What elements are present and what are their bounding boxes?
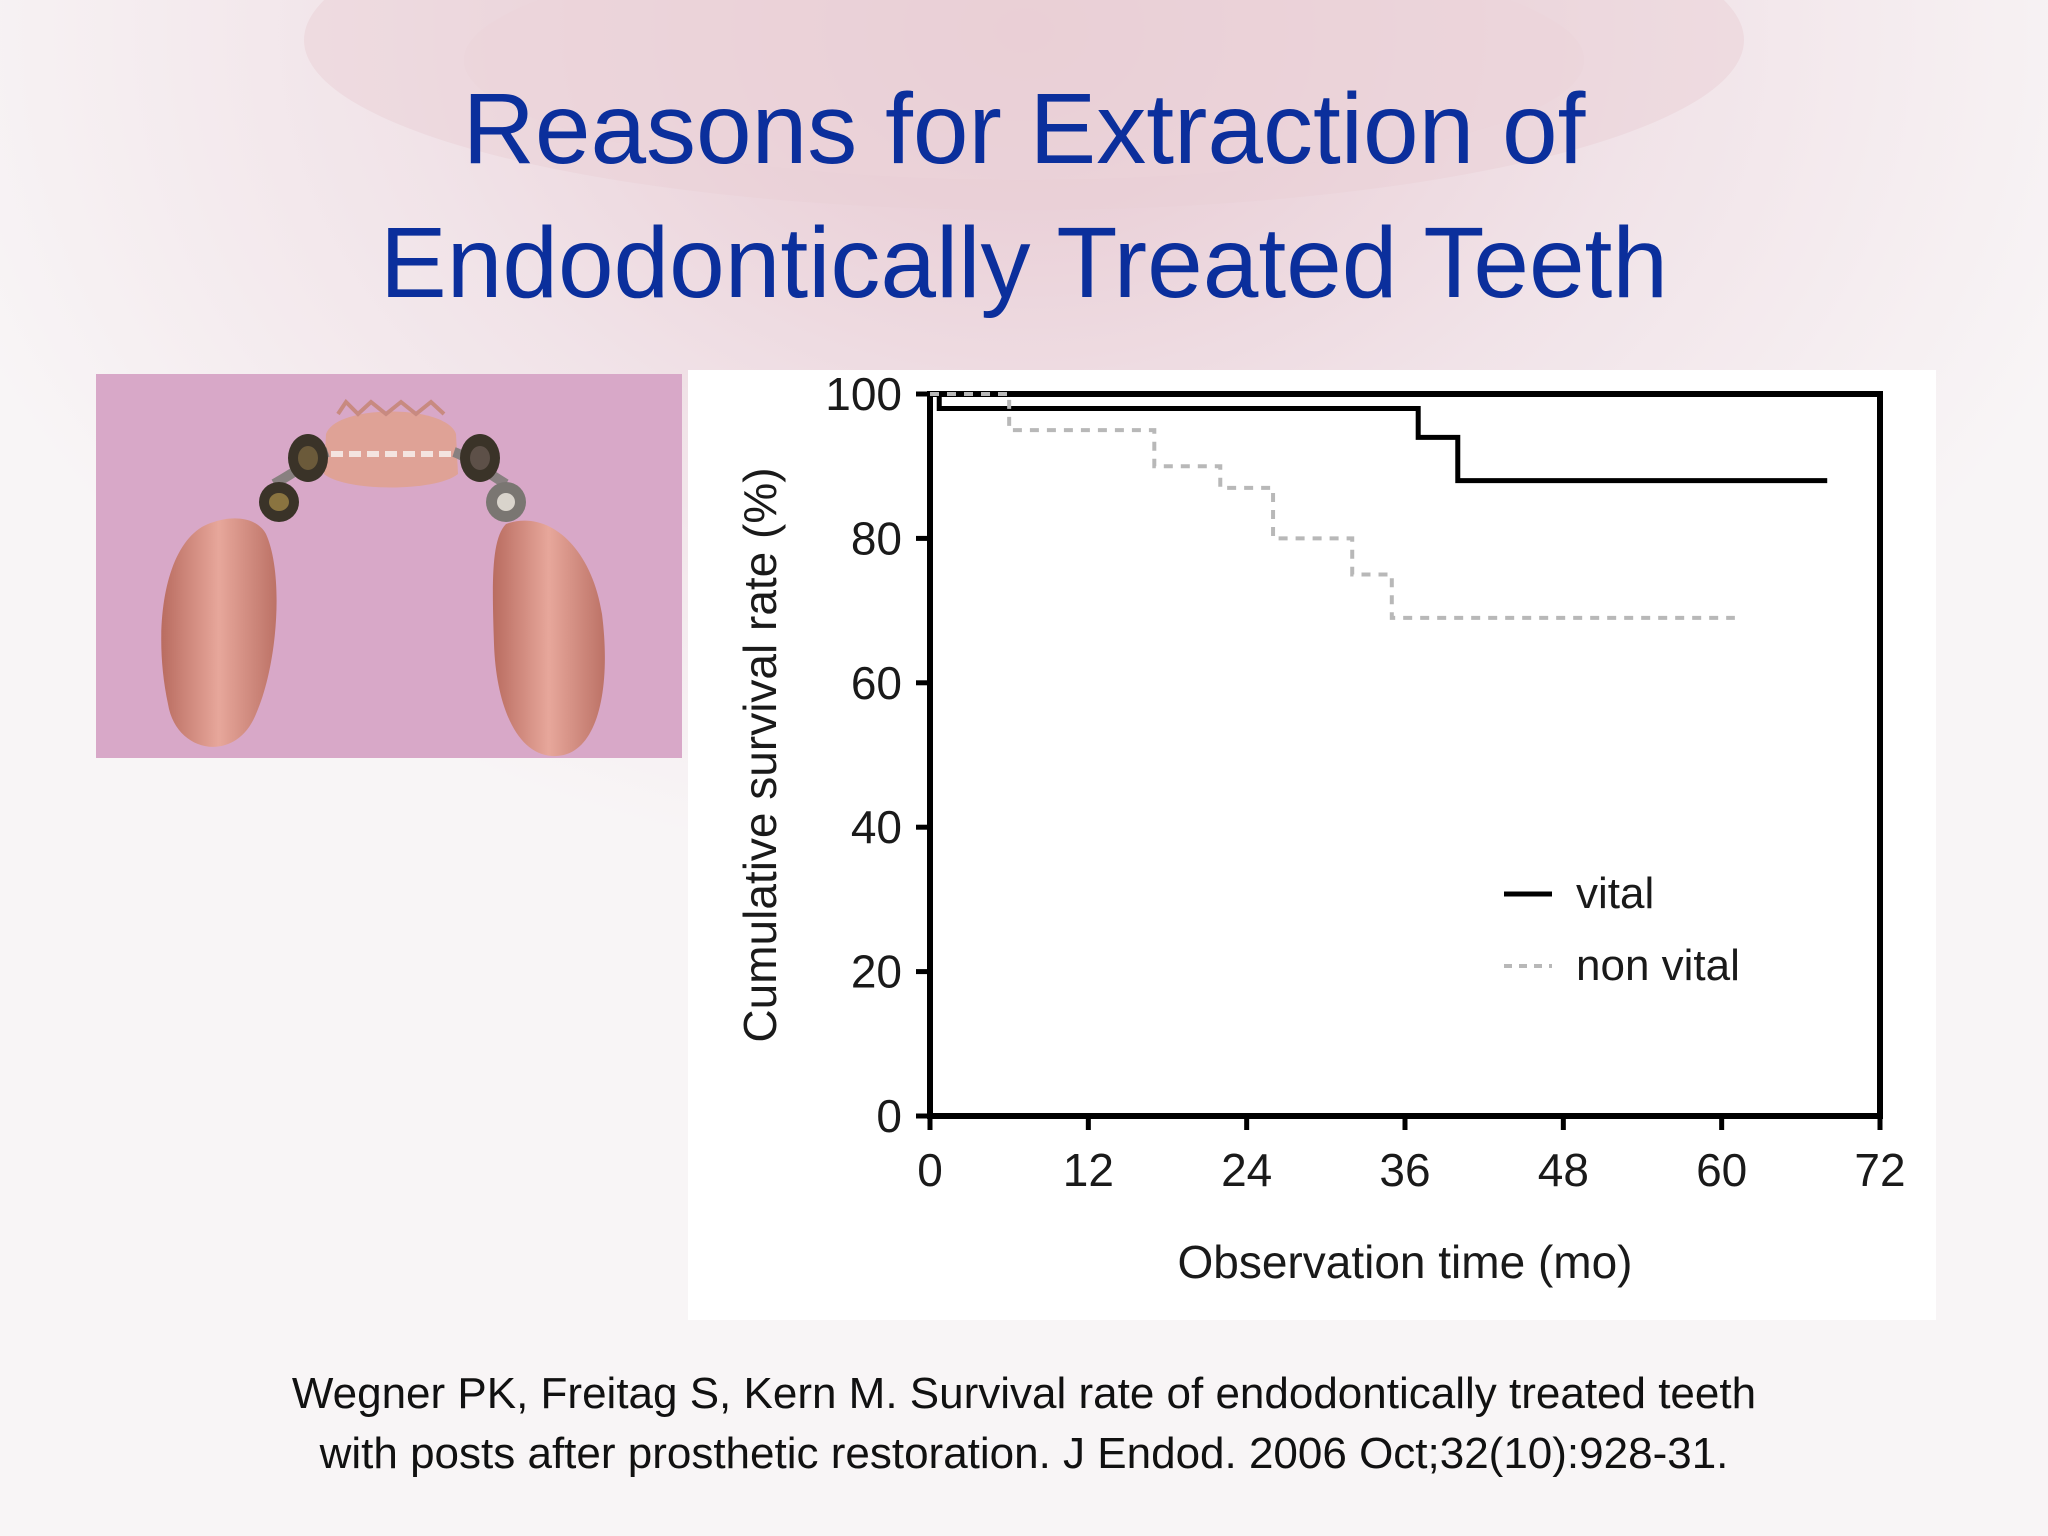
x-tick-label: 36 [1379,1144,1430,1196]
y-tick-label: 40 [851,801,902,853]
y-tick-label: 80 [851,512,902,564]
x-tick-label: 12 [1063,1144,1114,1196]
y-tick-label: 100 [825,370,902,420]
y-tick-label: 20 [851,946,902,998]
slide-title-line-1: Reasons for Extraction of [462,73,1586,185]
y-axis-label: Cumulative survival rate (%) [734,467,786,1042]
series-layer [930,391,1828,620]
survival-chart: 0 12 24 36 48 60 72 0 20 40 60 80 100 Observation ti… [688,370,1936,1320]
denture-photo [96,374,682,758]
x-axis-label: Observation time (mo) [1177,1236,1632,1288]
y-tick-label: 0 [876,1090,902,1142]
x-tick-label: 24 [1221,1144,1272,1196]
x-tick-label: 72 [1854,1144,1905,1196]
citation-line-2: with posts after prosthetic restoration.… [319,1429,1729,1478]
y-tick-label: 60 [851,657,902,709]
x-tick-label: 48 [1538,1144,1589,1196]
x-tick-label: 0 [917,1144,943,1196]
x-tick-label: 60 [1696,1144,1747,1196]
slide-title: Reasons for Extraction of Endodontically… [0,62,2048,330]
citation-line-1: Wegner PK, Freitag S, Kern M. Survival r… [291,1369,1757,1418]
vital-survival-line [930,391,1828,484]
legend-vital-label: vital [1576,869,1654,918]
ticks-layer: 0 12 24 36 48 60 72 0 20 40 60 80 100 [825,370,1905,1196]
citation: Wegner PK, Freitag S, Kern M. Survival r… [0,1364,2048,1484]
legend-non-vital-label: non vital [1576,941,1740,990]
plot-frame [927,391,1883,1119]
slide-title-line-2: Endodontically Treated Teeth [380,207,1668,319]
non-vital-survival-line [930,392,1735,620]
legend: vital non vital [1504,869,1740,990]
